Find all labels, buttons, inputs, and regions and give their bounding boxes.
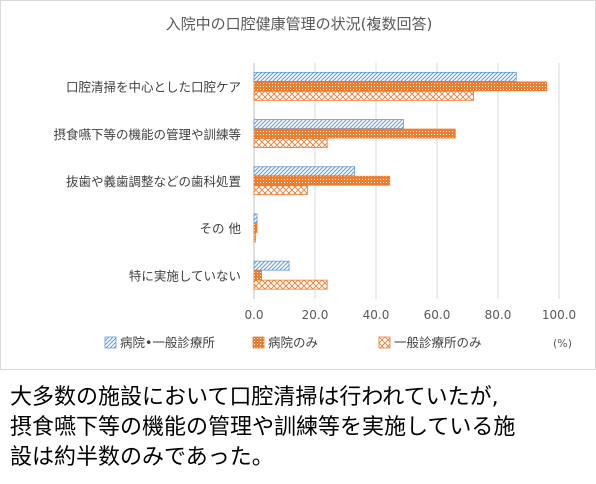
- bar-2: [253, 81, 548, 92]
- bars: [253, 71, 548, 290]
- bar-1: [253, 213, 258, 224]
- category-label: 摂食嚥下等の機能の管理や訓練等: [53, 127, 241, 142]
- bar-3: [253, 279, 328, 290]
- legend-label: 一般診療所のみ: [394, 335, 482, 350]
- category-label: 特に実施していない: [129, 268, 241, 283]
- legend-swatch: [378, 336, 391, 349]
- caption-line-1: 大多数の施設において口腔清掃は行われていたが,: [10, 385, 499, 410]
- x-tick-label: 40.0: [363, 308, 390, 322]
- x-tick-label: 0.0: [244, 308, 263, 322]
- x-tick-label: 100.0: [542, 308, 576, 322]
- bar-1: [253, 166, 356, 177]
- x-axis-ticks: 0.0 20.0 40.0 60.0 80.0 100.0: [244, 308, 576, 322]
- caption-line-3: 設は約半数のみであった。: [10, 445, 274, 470]
- caption-text: 大多数の施設において口腔清掃は行われていたが, 摂食嚥下等の機能の管理や訓練等を…: [10, 383, 586, 473]
- bar-3: [253, 185, 308, 196]
- chart-title: 入院中の口腔健康管理の状況(複数回答): [166, 15, 433, 33]
- bar-2: [253, 223, 258, 233]
- bar-chart: 入院中の口腔健康管理の状況(複数回答) 口腔清掃を中心とした口腔ケア摂食嚥下等の…: [53, 15, 576, 350]
- category-labels: 口腔清掃を中心とした口腔ケア摂食嚥下等の機能の管理や訓練等抜歯や義歯調整などの歯…: [53, 80, 241, 284]
- bar-3: [253, 90, 475, 101]
- legend-label: 病院のみ: [268, 335, 318, 350]
- bar-2: [253, 128, 456, 139]
- bar-1: [253, 119, 404, 129]
- bar-2: [253, 270, 263, 281]
- bar-1: [253, 260, 290, 271]
- legend-swatch: [104, 336, 117, 349]
- chart-frame: 入院中の口腔健康管理の状況(複数回答) 口腔清掃を中心とした口腔ケア摂食嚥下等の…: [0, 0, 596, 370]
- bar-2: [253, 175, 391, 186]
- caption-line-2: 摂食嚥下等の機能の管理や訓練等を実施している施: [10, 415, 516, 440]
- bar-3: [253, 232, 256, 243]
- legend-label: 病院•一般診療所: [120, 335, 215, 350]
- x-axis-unit: (%): [553, 337, 572, 350]
- x-tick-label: 60.0: [424, 308, 451, 322]
- bar-1: [253, 71, 517, 82]
- category-label: 抜歯や義歯調整などの歯科処置: [66, 174, 241, 189]
- category-label: その 他: [200, 221, 242, 236]
- legend: 病院•一般診療所 病院のみ 一般診療所のみ: [104, 335, 482, 350]
- category-label: 口腔清掃を中心とした口腔ケア: [66, 80, 241, 95]
- bar-3: [253, 138, 328, 148]
- x-tick-label: 80.0: [485, 308, 512, 322]
- x-tick-label: 20.0: [302, 308, 329, 322]
- legend-swatch: [252, 336, 265, 349]
